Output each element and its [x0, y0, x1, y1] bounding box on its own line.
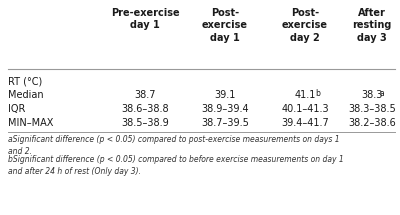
Text: MIN–MAX: MIN–MAX: [8, 118, 53, 128]
Text: 38.2–38.6: 38.2–38.6: [348, 118, 396, 128]
Text: aSignificant difference (p < 0.05) compared to post-exercise measurements on day: aSignificant difference (p < 0.05) compa…: [8, 135, 340, 156]
Text: 39.4–41.7: 39.4–41.7: [281, 118, 329, 128]
Text: 38.3: 38.3: [361, 90, 383, 100]
Text: 38.7: 38.7: [134, 90, 156, 100]
Text: 41.1: 41.1: [294, 90, 316, 100]
Text: a: a: [380, 89, 385, 98]
Text: 39.1: 39.1: [214, 90, 236, 100]
Text: 38.5–38.9: 38.5–38.9: [121, 118, 169, 128]
Text: RT (°C): RT (°C): [8, 77, 42, 87]
Text: 38.6–38.8: 38.6–38.8: [121, 104, 169, 114]
Text: After
resting
day 3: After resting day 3: [352, 8, 392, 43]
Text: b: b: [315, 89, 320, 98]
Text: Median: Median: [8, 90, 44, 100]
Text: bSignificant difference (p < 0.05) compared to before exercise measurements on d: bSignificant difference (p < 0.05) compa…: [8, 155, 344, 176]
Text: 40.1–41.3: 40.1–41.3: [281, 104, 329, 114]
Text: 38.3–38.5: 38.3–38.5: [348, 104, 396, 114]
Text: 38.9–39.4: 38.9–39.4: [201, 104, 249, 114]
Text: Post-
exercise
day 1: Post- exercise day 1: [202, 8, 248, 43]
Text: Pre-exercise
day 1: Pre-exercise day 1: [111, 8, 179, 30]
Text: IQR: IQR: [8, 104, 25, 114]
Text: 38.7–39.5: 38.7–39.5: [201, 118, 249, 128]
Text: Post-
exercise
day 2: Post- exercise day 2: [282, 8, 328, 43]
